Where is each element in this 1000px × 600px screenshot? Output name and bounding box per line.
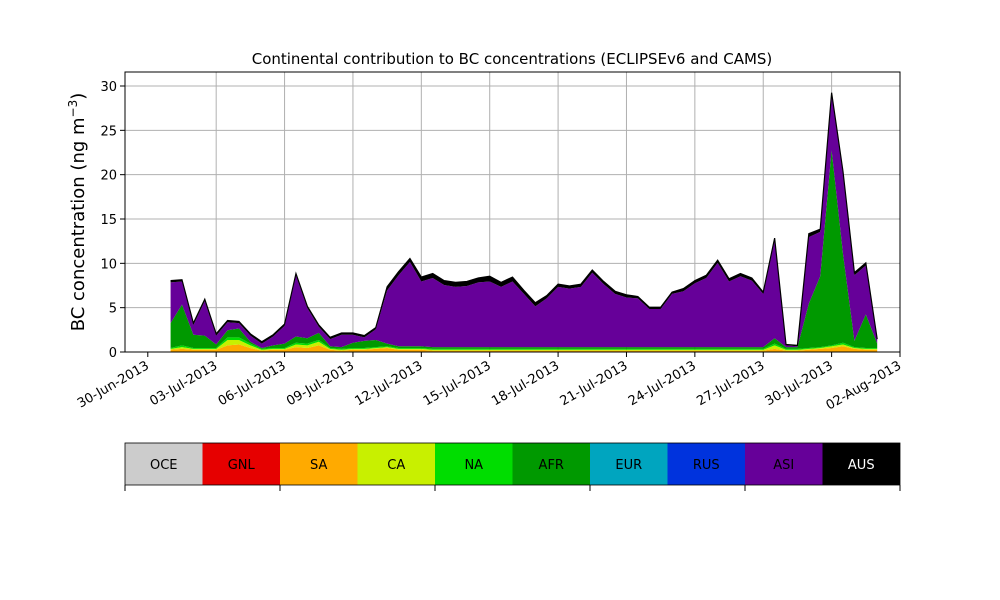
legend-label-rus: RUS (693, 458, 720, 473)
legend-label-na: NA (464, 458, 483, 473)
legend-label-asi: ASI (773, 458, 794, 473)
legend-frame (124, 442, 901, 486)
legend-swatch-oce (125, 443, 203, 485)
area-ca (170, 340, 878, 351)
x-tick-label: 15-Jul-2013 (421, 358, 494, 409)
area-afr (170, 150, 878, 349)
x-tick-label: 18-Jul-2013 (489, 358, 562, 409)
chart-title: Continental contribution to BC concentra… (252, 50, 773, 68)
legend-swatch-ca (357, 443, 435, 485)
legend-swatch-gnl (202, 443, 280, 485)
legend-label-aus: AUS (848, 458, 875, 473)
y-tick-label: 10 (100, 257, 117, 272)
y-tick-label: 25 (100, 124, 117, 139)
legend-label-eur: EUR (615, 458, 642, 473)
y-tick-label: 5 (109, 302, 117, 317)
area-na (170, 337, 878, 350)
x-tick-label: 06-Jul-2013 (216, 358, 289, 409)
y-tick-label: 30 (100, 80, 117, 95)
legend-swatch-na (435, 443, 513, 485)
legend-label-oce: OCE (150, 458, 178, 473)
area-asi (170, 95, 878, 349)
x-tick-label: 03-Jul-2013 (147, 358, 220, 409)
y-axis-label-exponent: −3 (66, 100, 80, 118)
plot-frame (124, 71, 901, 353)
stacked-areas (170, 92, 878, 352)
legend-swatch-eur (590, 443, 668, 485)
legend-label-afr: AFR (539, 458, 564, 473)
legend-colorbar: OCE GNL SA CA NA AFR EUR RUS ASI AUS (124, 442, 901, 491)
legend-swatch-aus (822, 443, 900, 485)
x-tick-label: 09-Jul-2013 (284, 358, 357, 409)
y-axis-label-close: ) (68, 93, 89, 100)
x-tick-label: 02-Aug-2013 (824, 358, 904, 413)
x-tick-label: 27-Jul-2013 (694, 358, 767, 409)
area-sa (170, 344, 878, 352)
y-axis: 0 5 10 15 20 25 30 (100, 80, 125, 361)
legend-swatch-sa (280, 443, 358, 485)
x-axis: 30-Jun-201303-Jul-201306-Jul-201309-Jul-… (75, 352, 904, 414)
y-tick-label: 15 (100, 213, 117, 228)
x-tick-label: 24-Jul-2013 (626, 358, 699, 409)
legend-label-sa: SA (310, 458, 327, 473)
total-outline (170, 92, 878, 346)
y-axis-label-main: BC concentration (ng m (68, 117, 89, 331)
x-tick-label: 30-Jun-2013 (75, 358, 152, 411)
x-tick-label: 12-Jul-2013 (353, 358, 426, 409)
legend-label-gnl: GNL (228, 458, 256, 473)
x-tick-label: 21-Jul-2013 (558, 358, 631, 409)
legend-swatch-asi (745, 443, 823, 485)
legend-swatch-rus (667, 443, 745, 485)
y-tick-label: 20 (100, 169, 117, 184)
legend-label-ca: CA (387, 458, 405, 473)
legend-swatch-afr (512, 443, 590, 485)
y-axis-label: BC concentration (ng m−3) (66, 93, 89, 332)
y-tick-label: 0 (109, 346, 117, 361)
